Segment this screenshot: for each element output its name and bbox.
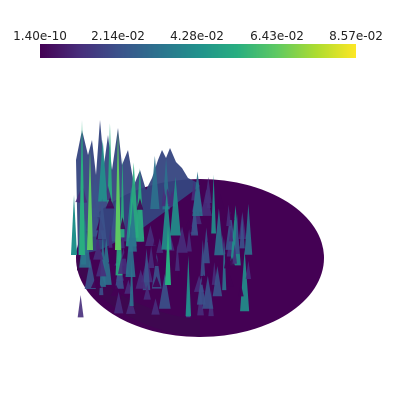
surface-spike [244,203,253,255]
surface-spike [158,273,171,309]
surface-spike [120,157,125,238]
surface-spike [90,276,102,288]
surface-spike [216,194,225,209]
surface-spike [98,139,108,202]
surface-spike [153,231,160,246]
surface-spike [77,295,84,318]
surface-spike [226,204,231,227]
surface-spike [228,257,236,269]
colorbar-tick-0: 1.40e-10 [13,29,67,43]
surface-spike [93,242,104,260]
surface-spike [202,275,214,309]
surface-spike [152,276,161,287]
surface-spike [79,120,85,255]
colorbar-gradient [40,44,356,58]
surface-spike [161,190,172,250]
colorbar-tick-3: 6.43e-02 [250,29,304,43]
surface-spike [226,275,234,287]
surface-spike [87,150,93,250]
colorbar-tick-2: 4.28e-02 [170,29,224,43]
surface-spike [159,255,168,268]
surface-side-wall [77,256,200,337]
surface-spike [176,226,188,253]
surface-spike [129,258,134,306]
surface-spike [204,177,212,203]
surface-spike [97,198,107,240]
surface-spike [232,244,237,264]
surface-spike [105,197,115,209]
surface-spike [196,275,206,305]
surface-spike [143,284,151,300]
surface-spike [186,229,192,252]
surface-spike [175,243,180,271]
surface-spike [151,253,162,289]
surface-spike [95,231,100,249]
surface-spike [207,229,213,243]
surface-spike [96,256,107,277]
surface-spike [183,219,195,233]
surface-spike [89,179,100,217]
surface-spike [128,162,139,238]
surface-spike [148,245,155,268]
surface-spike [145,225,156,247]
surface-spike [170,176,181,236]
surface-spike [211,174,216,234]
surface-spike [192,171,203,217]
surface-spike [150,155,160,210]
surface-spike [202,227,210,264]
surface-spike [214,208,224,256]
surface-spike [114,291,124,314]
surface-spike [108,224,113,248]
surface-spike [71,195,77,255]
surface-spike [142,248,151,291]
surface-spike [239,213,245,249]
surface-spike [222,238,227,291]
colorbar-tick-4: 8.57e-02 [329,29,383,43]
surface-spike [165,225,171,285]
surface-spikes [71,120,253,318]
surface-spike [228,226,234,242]
surface-spike [84,258,96,289]
colorbar-tick-1: 2.14e-02 [91,29,145,43]
surface-spike [245,260,252,280]
surface-spike [135,269,146,289]
surface-spike [107,123,113,207]
surface-spike [224,254,230,269]
surface-spike [115,130,121,250]
surface-spike [117,247,129,274]
surface-spike [125,223,136,278]
surface-spike [151,298,160,315]
surface-spike [200,239,206,277]
surface-spike [212,266,223,297]
surface-spike [119,217,126,230]
surface-spike [177,265,182,280]
surface-spike [234,213,240,254]
surface-spike [191,203,199,236]
surface-back-wall [76,120,200,255]
surface-spike [156,238,164,253]
surface-spike [237,283,244,297]
surface-spike [200,274,206,285]
surface-spike [136,198,144,210]
surface-spike [79,218,91,268]
surface-spike [185,255,192,317]
